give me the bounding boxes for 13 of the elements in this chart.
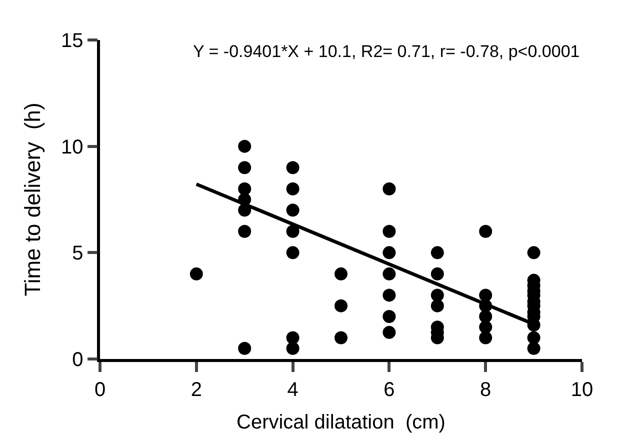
x-tick-label: 6 [384, 378, 395, 401]
annotation: Y = -0.9401*X + 10.1, R2= 0.71, r= -0.78, p<0.0001 [193, 42, 580, 61]
x-tick-label: 4 [287, 378, 298, 401]
y-tick-label: 15 [61, 30, 84, 52]
y-tick-label: 10 [61, 136, 84, 158]
x-axis-title: Cervical dilatation (cm) [236, 411, 446, 434]
x-tick-label: 10 [570, 378, 594, 401]
x-tick-label: 2 [190, 378, 202, 401]
y-tick-label: 0 [72, 349, 84, 371]
y-tick-label: 5 [72, 242, 84, 265]
y-axis-title: Time to delivery (h) [20, 102, 45, 296]
x-tick-label: 0 [94, 378, 106, 401]
x-tick-label: 8 [480, 378, 492, 401]
